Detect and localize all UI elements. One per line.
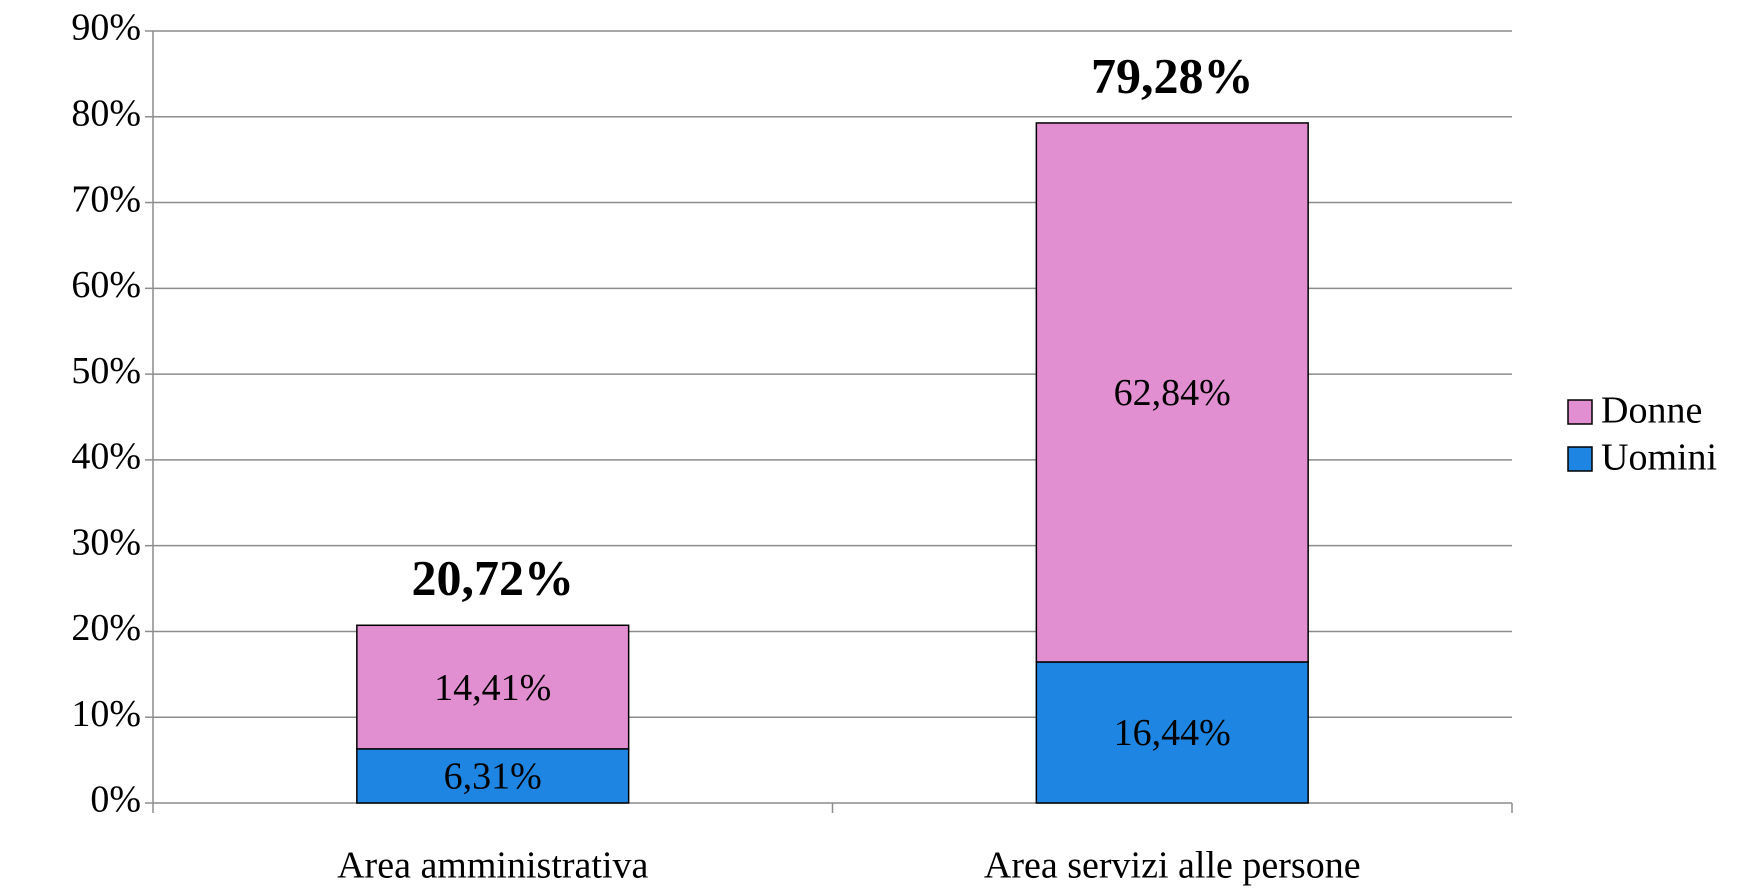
y-tick-label: 70%: [71, 178, 141, 220]
y-tick-label: 60%: [71, 264, 141, 306]
total-label: 79,28%: [1091, 47, 1254, 103]
y-tick-label: 10%: [71, 693, 141, 735]
y-tick-label: 90%: [71, 7, 141, 49]
legend-swatch: [1567, 399, 1593, 425]
x-tick-label: Area amministrativa: [337, 845, 648, 887]
y-tick-label: 50%: [71, 350, 141, 392]
bar-segment: [356, 748, 630, 804]
data-label: 16,44%: [1114, 712, 1231, 754]
x-tick-label: Area servizi alle persone: [984, 845, 1361, 887]
y-tick-label: 0%: [90, 779, 141, 821]
legend-label: Donne: [1601, 390, 1702, 432]
y-tick-label: 20%: [71, 607, 141, 649]
data-label: 14,41%: [434, 667, 551, 709]
data-label: 62,84%: [1114, 372, 1231, 414]
legend-swatch: [1567, 446, 1593, 472]
y-tick-label: 40%: [71, 436, 141, 478]
bar-segment: [1035, 661, 1309, 804]
y-tick-label: 30%: [71, 521, 141, 563]
bar-segment: [356, 624, 630, 750]
bar-segment: [1035, 122, 1309, 663]
y-tick-label: 80%: [71, 92, 141, 134]
legend-label: Uomini: [1601, 437, 1717, 479]
total-label: 20,72%: [412, 550, 575, 606]
data-label: 6,31%: [444, 756, 542, 798]
